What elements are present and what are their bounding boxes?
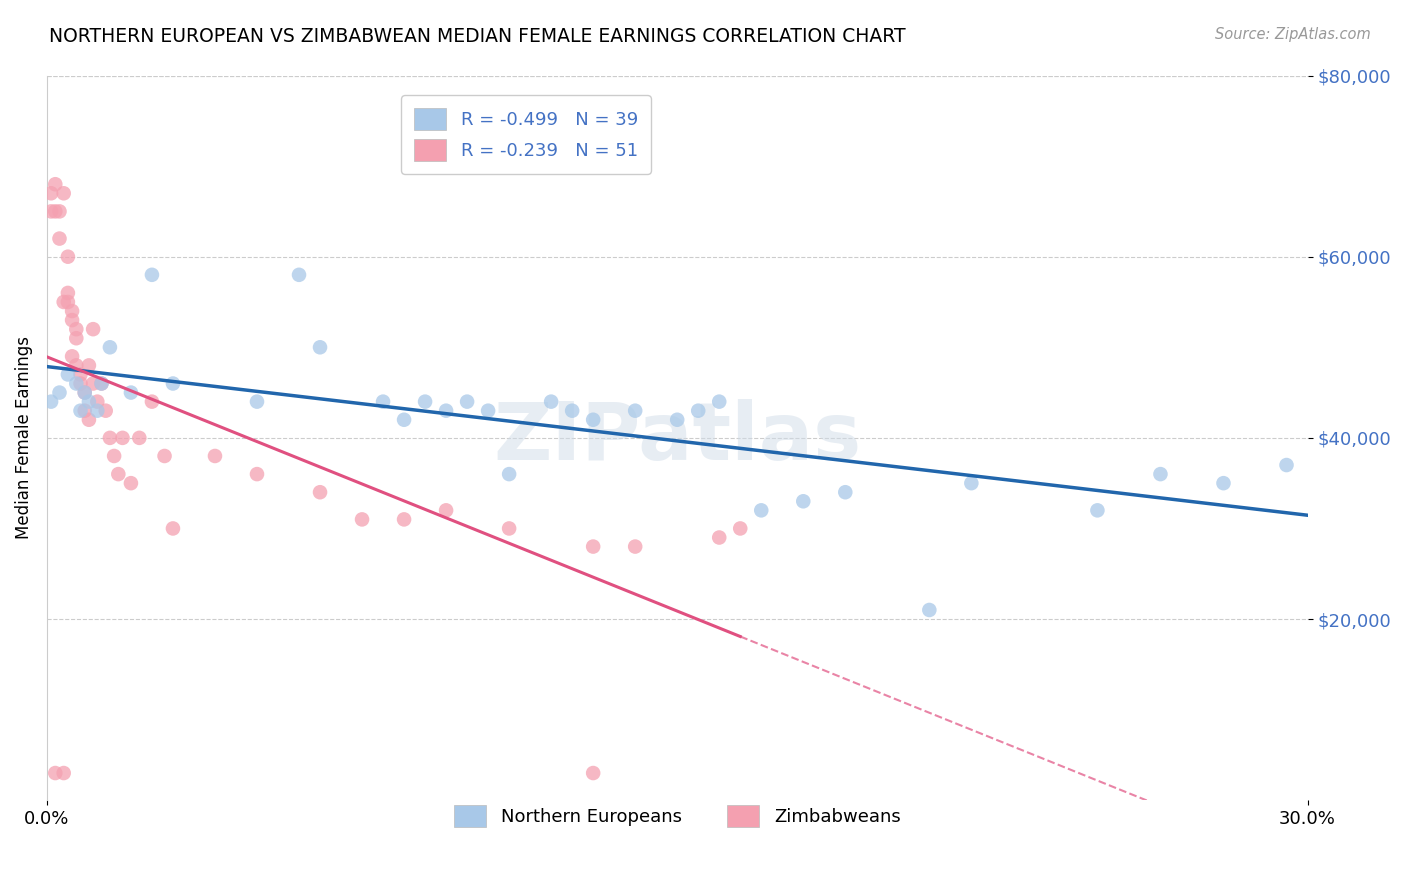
Point <box>69 403 91 417</box>
Point <box>60 349 83 363</box>
Point <box>86 394 108 409</box>
Point <box>48 231 70 245</box>
Point <box>624 540 647 554</box>
Point <box>56 368 79 382</box>
Point <box>918 603 941 617</box>
Point <box>709 531 731 545</box>
Point <box>792 494 814 508</box>
Point <box>86 403 108 417</box>
Point <box>39 186 62 201</box>
Point <box>77 394 100 409</box>
Point <box>688 403 710 417</box>
Point <box>77 413 100 427</box>
Point <box>60 304 83 318</box>
Point <box>204 449 226 463</box>
Point <box>98 431 121 445</box>
Point <box>1087 503 1109 517</box>
Point <box>77 359 100 373</box>
Point <box>90 376 112 391</box>
Point <box>120 476 142 491</box>
Point <box>111 431 134 445</box>
Point <box>107 467 129 482</box>
Point <box>65 322 87 336</box>
Point <box>44 204 66 219</box>
Point <box>246 394 269 409</box>
Point <box>141 394 163 409</box>
Point <box>309 340 332 354</box>
Point <box>128 431 150 445</box>
Point <box>73 385 96 400</box>
Point <box>582 413 605 427</box>
Point <box>749 503 772 517</box>
Point <box>65 331 87 345</box>
Point <box>39 394 62 409</box>
Point <box>561 403 583 417</box>
Point <box>288 268 311 282</box>
Text: ZIPatlas: ZIPatlas <box>494 399 862 477</box>
Point <box>39 204 62 219</box>
Point <box>82 322 104 336</box>
Point <box>582 540 605 554</box>
Point <box>52 295 75 310</box>
Point <box>540 394 562 409</box>
Point <box>371 394 394 409</box>
Point <box>94 403 117 417</box>
Point <box>477 403 499 417</box>
Point <box>352 512 374 526</box>
Point <box>52 186 75 201</box>
Point <box>392 413 415 427</box>
Text: NORTHERN EUROPEAN VS ZIMBABWEAN MEDIAN FEMALE EARNINGS CORRELATION CHART: NORTHERN EUROPEAN VS ZIMBABWEAN MEDIAN F… <box>49 27 905 45</box>
Point <box>498 467 520 482</box>
Point <box>960 476 983 491</box>
Point <box>60 313 83 327</box>
Point <box>141 268 163 282</box>
Point <box>120 385 142 400</box>
Point <box>82 376 104 391</box>
Point <box>153 449 176 463</box>
Point <box>456 394 478 409</box>
Point <box>73 385 96 400</box>
Point <box>52 766 75 780</box>
Y-axis label: Median Female Earnings: Median Female Earnings <box>15 336 32 540</box>
Point <box>56 250 79 264</box>
Point <box>48 204 70 219</box>
Point <box>48 385 70 400</box>
Point <box>69 368 91 382</box>
Point <box>1212 476 1234 491</box>
Point <box>666 413 689 427</box>
Point <box>56 295 79 310</box>
Point <box>44 178 66 192</box>
Point <box>498 521 520 535</box>
Point <box>309 485 332 500</box>
Point <box>44 766 66 780</box>
Point <box>103 449 125 463</box>
Point <box>434 403 457 417</box>
Point <box>1275 458 1298 472</box>
Text: Source: ZipAtlas.com: Source: ZipAtlas.com <box>1215 27 1371 42</box>
Point <box>246 467 269 482</box>
Point <box>162 376 184 391</box>
Point <box>392 512 415 526</box>
Point <box>728 521 751 535</box>
Point <box>98 340 121 354</box>
Point <box>582 766 605 780</box>
Point <box>624 403 647 417</box>
Point <box>90 376 112 391</box>
Legend: Northern Europeans, Zimbabweans: Northern Europeans, Zimbabweans <box>447 798 908 835</box>
Point <box>65 376 87 391</box>
Point <box>73 403 96 417</box>
Point <box>69 376 91 391</box>
Point <box>413 394 436 409</box>
Point <box>56 285 79 300</box>
Point <box>65 359 87 373</box>
Point <box>834 485 856 500</box>
Point <box>709 394 731 409</box>
Point <box>162 521 184 535</box>
Point <box>1149 467 1171 482</box>
Point <box>434 503 457 517</box>
